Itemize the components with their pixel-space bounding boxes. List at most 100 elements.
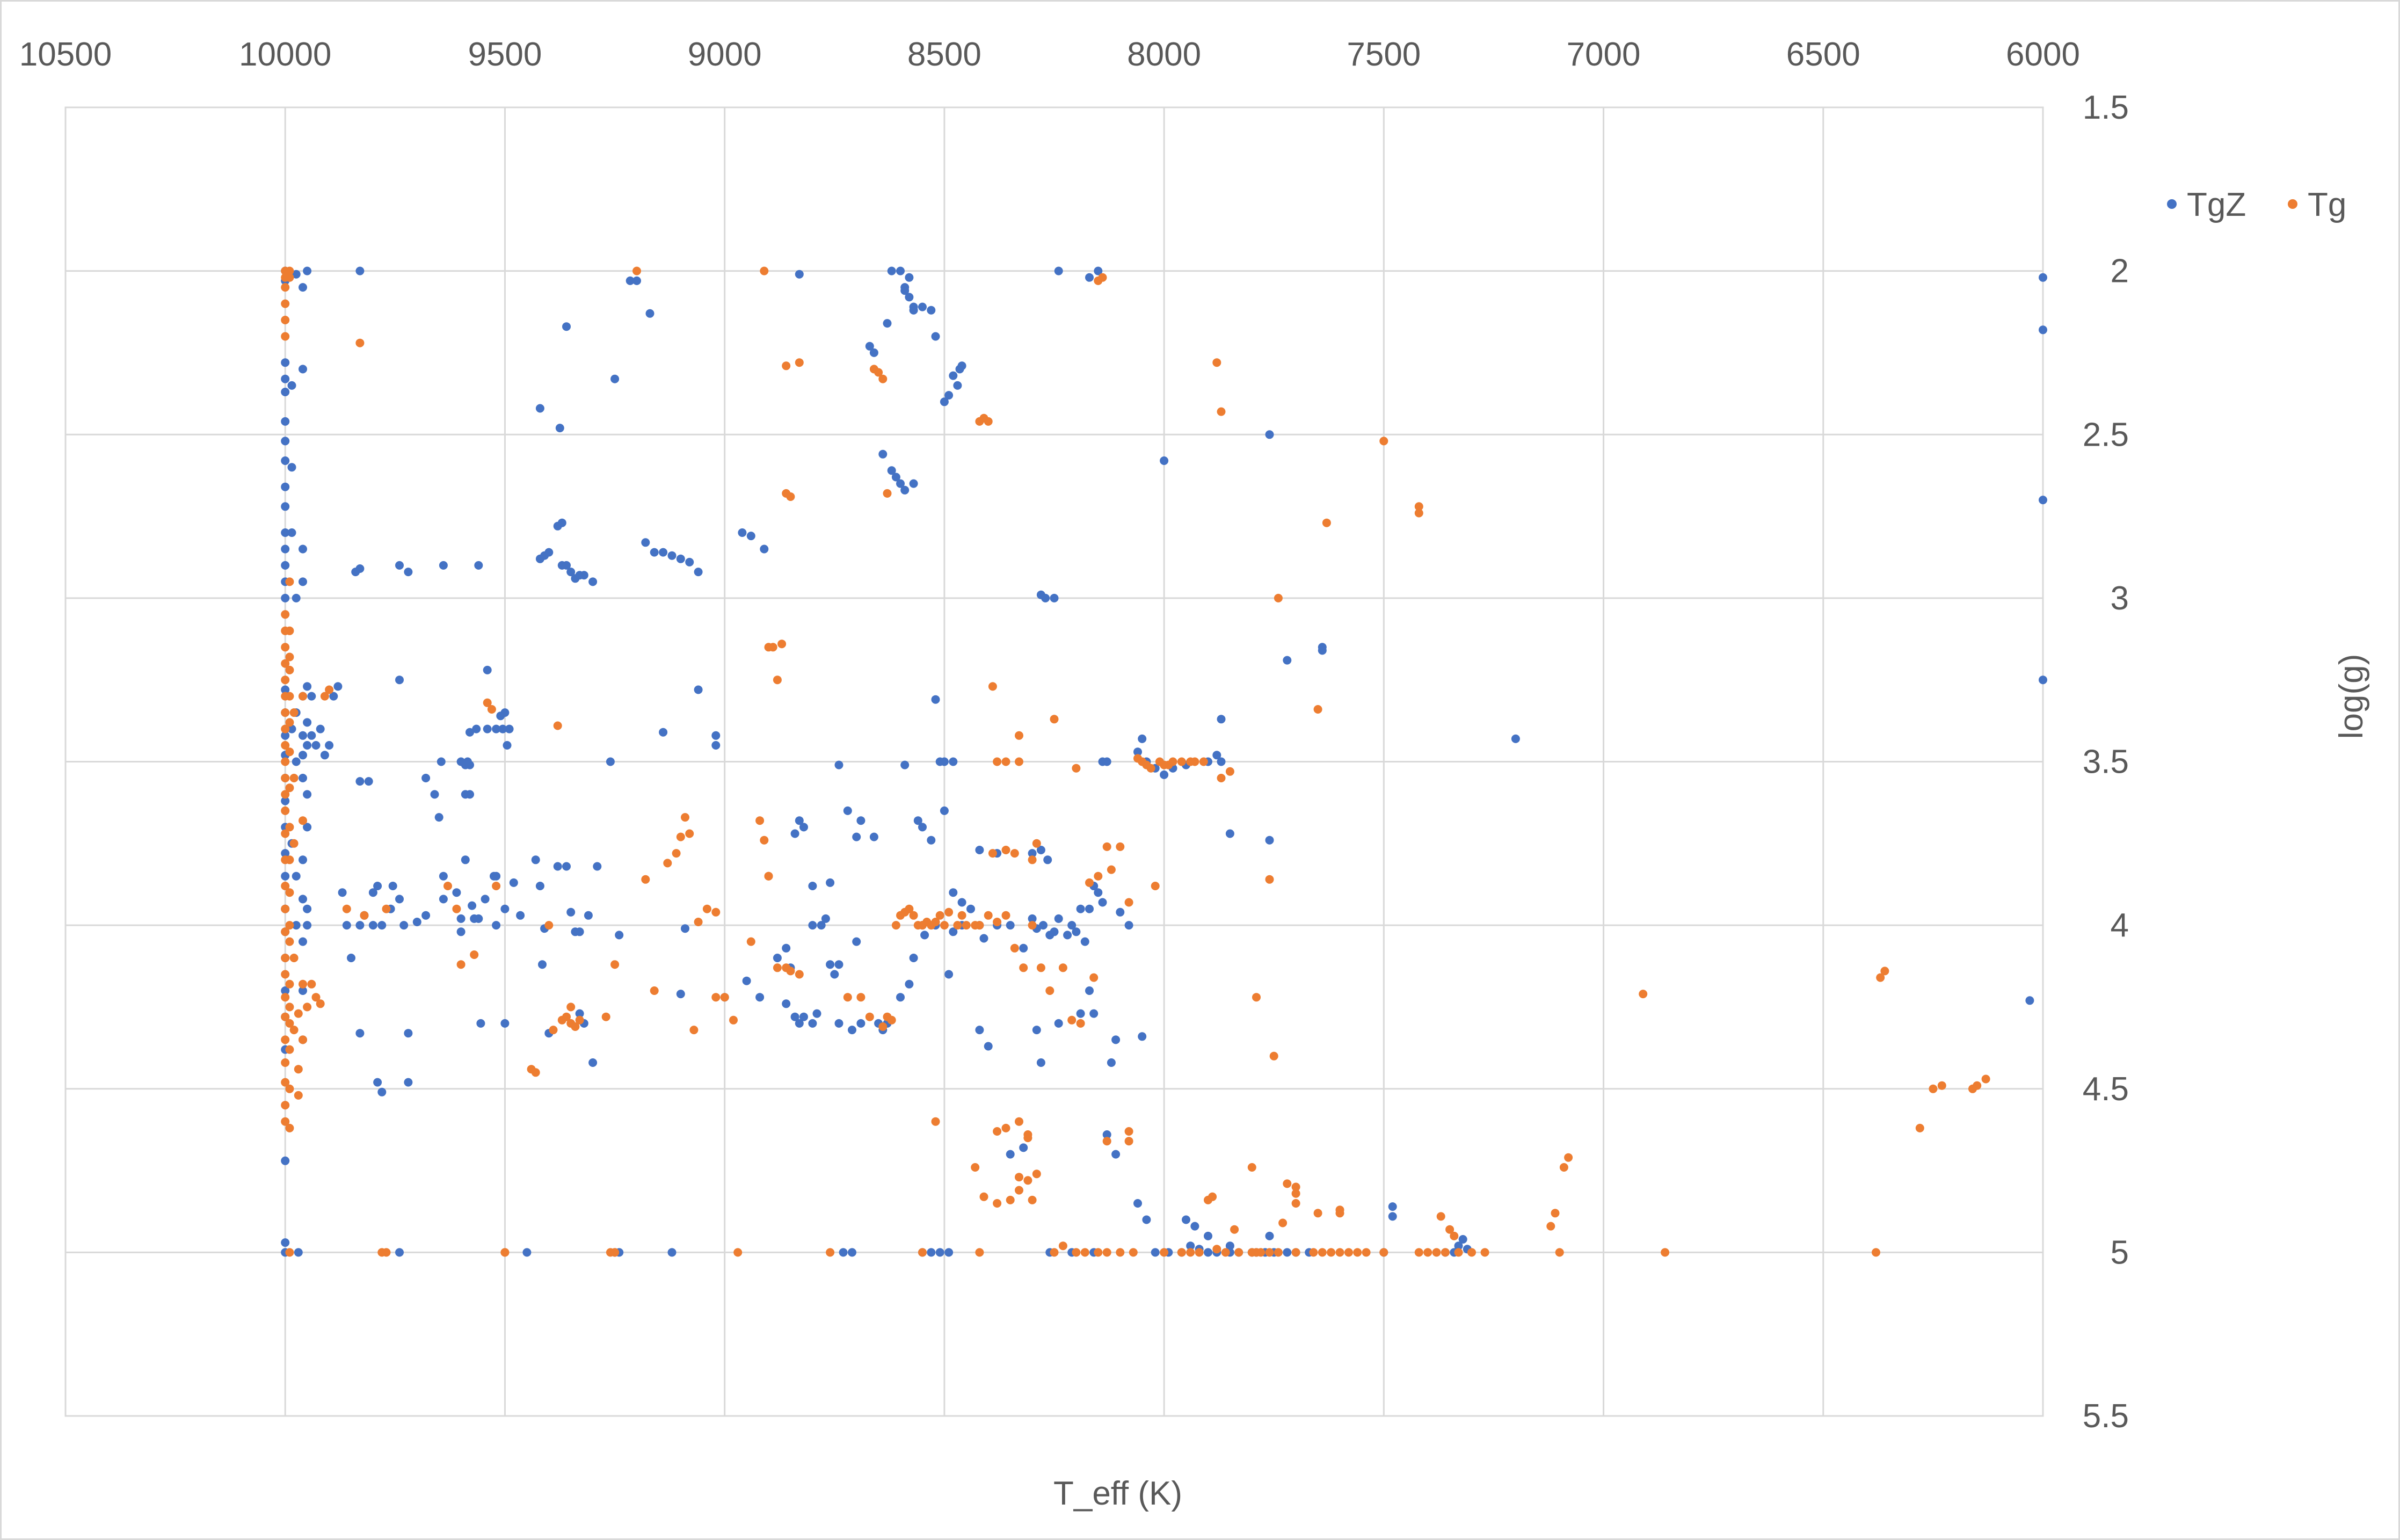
data-point xyxy=(900,286,910,295)
data-point xyxy=(931,1117,940,1126)
data-point xyxy=(562,1012,571,1021)
data-point xyxy=(610,1248,620,1257)
series-tgz xyxy=(281,266,2047,1257)
data-point xyxy=(896,479,905,488)
data-point xyxy=(650,548,659,557)
data-point xyxy=(773,963,782,972)
data-point xyxy=(468,901,477,910)
data-point xyxy=(1265,430,1274,439)
data-point xyxy=(896,266,905,275)
data-point xyxy=(1036,963,1045,972)
data-point xyxy=(645,309,654,318)
data-point xyxy=(522,1248,532,1257)
data-point xyxy=(1111,1035,1121,1044)
data-point xyxy=(1028,849,1037,858)
data-point xyxy=(760,836,769,845)
data-point xyxy=(1247,1163,1256,1172)
data-point xyxy=(1160,456,1169,465)
data-point xyxy=(764,871,773,881)
data-point xyxy=(1054,1019,1063,1028)
data-point xyxy=(1107,1058,1116,1067)
data-point xyxy=(817,921,826,930)
data-point xyxy=(1221,1248,1230,1257)
data-point xyxy=(1441,1248,1450,1257)
data-point xyxy=(830,970,839,979)
data-point xyxy=(395,1248,404,1257)
data-point xyxy=(1015,757,1023,766)
data-point xyxy=(1265,836,1274,845)
series-tg xyxy=(281,266,1990,1257)
data-point xyxy=(1098,273,1107,282)
data-point xyxy=(1019,963,1028,972)
data-point xyxy=(1269,1051,1278,1060)
data-point xyxy=(452,888,461,897)
data-point xyxy=(285,718,294,727)
data-point xyxy=(281,1238,290,1247)
data-point xyxy=(544,921,554,930)
data-point xyxy=(1058,1241,1067,1251)
data-point xyxy=(1318,1248,1327,1257)
data-point xyxy=(439,895,448,904)
data-point xyxy=(909,479,918,488)
data-point xyxy=(1177,757,1186,766)
data-point xyxy=(944,970,954,979)
data-point xyxy=(307,731,316,740)
data-point xyxy=(1937,1081,1946,1090)
data-point xyxy=(935,1248,944,1257)
data-point xyxy=(1116,842,1125,851)
data-point xyxy=(601,1012,610,1021)
data-point xyxy=(1313,1209,1322,1218)
data-point xyxy=(975,921,984,930)
data-point xyxy=(1015,1173,1023,1182)
data-point xyxy=(540,551,549,560)
data-point xyxy=(790,829,799,838)
data-point xyxy=(834,760,843,769)
data-point xyxy=(1089,1009,1099,1018)
data-point xyxy=(1414,509,1423,518)
data-point xyxy=(575,1009,584,1018)
data-point xyxy=(1028,914,1037,923)
data-point xyxy=(1313,705,1322,714)
x-tick-label: 6000 xyxy=(2006,36,2080,73)
data-point xyxy=(795,270,804,279)
data-point xyxy=(1032,1169,1041,1179)
data-point xyxy=(913,816,922,825)
data-point xyxy=(456,914,466,923)
data-point xyxy=(281,358,290,367)
data-point xyxy=(294,1091,303,1100)
data-point xyxy=(285,665,294,674)
data-point xyxy=(299,1035,307,1044)
data-point xyxy=(355,1029,365,1038)
data-point xyxy=(281,796,290,805)
data-point xyxy=(979,1192,988,1201)
data-point xyxy=(685,557,694,566)
data-point xyxy=(812,1009,821,1018)
data-point xyxy=(1414,502,1423,511)
y-tick-label: 2 xyxy=(2111,253,2129,290)
data-point xyxy=(984,417,993,426)
data-point xyxy=(421,774,431,782)
data-point xyxy=(281,593,290,602)
data-point xyxy=(1006,1150,1015,1159)
data-point xyxy=(299,365,307,374)
data-point xyxy=(1199,757,1208,766)
data-point xyxy=(443,882,452,890)
data-point xyxy=(281,643,290,652)
data-point xyxy=(593,862,602,871)
data-point xyxy=(984,1042,993,1051)
data-point xyxy=(905,273,914,282)
data-point xyxy=(1133,747,1142,757)
data-point xyxy=(456,927,466,936)
data-point xyxy=(711,907,721,917)
data-point xyxy=(281,741,290,750)
data-point xyxy=(285,273,294,282)
data-point xyxy=(281,806,290,815)
data-point xyxy=(1291,1199,1300,1208)
series-points xyxy=(281,266,2047,1257)
data-point xyxy=(1138,734,1147,743)
data-point xyxy=(826,960,835,969)
data-point xyxy=(940,757,949,766)
data-point xyxy=(962,921,971,930)
data-point xyxy=(632,266,641,275)
data-point xyxy=(571,1022,580,1031)
